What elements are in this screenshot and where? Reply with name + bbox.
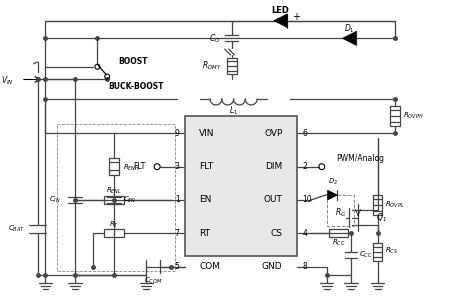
Text: VIN: VIN	[199, 129, 215, 138]
Text: 1: 1	[175, 195, 180, 204]
Text: COM: COM	[199, 262, 220, 271]
Text: OVP: OVP	[264, 129, 283, 138]
Text: $R_{ENL}$: $R_{ENL}$	[106, 186, 122, 196]
Bar	[184, 116, 297, 256]
Text: $R_{OVPH}$: $R_{OVPH}$	[403, 111, 424, 121]
Text: GND: GND	[262, 262, 283, 271]
Text: $C_{COM}$: $C_{COM}$	[144, 276, 163, 286]
Text: $L_1$: $L_1$	[229, 104, 238, 117]
Bar	[227, 58, 237, 74]
Text: DIM: DIM	[265, 162, 283, 171]
Text: EN: EN	[199, 195, 212, 204]
Polygon shape	[328, 190, 337, 200]
Text: LED: LED	[272, 6, 290, 15]
Text: $V_{IN}$: $V_{IN}$	[1, 74, 14, 87]
Text: 5: 5	[175, 262, 180, 271]
Text: $R_T$: $R_T$	[109, 219, 119, 230]
Text: BUCK-BOOST: BUCK-BOOST	[108, 82, 164, 91]
Text: 8: 8	[302, 262, 307, 271]
Text: $D_2$: $D_2$	[328, 177, 338, 188]
Text: OUT: OUT	[264, 195, 283, 204]
Text: $D_1$: $D_1$	[344, 22, 355, 35]
Text: 10: 10	[302, 195, 312, 204]
Bar	[57, 123, 175, 271]
Bar	[104, 229, 124, 237]
Text: PWM/Analog: PWM/Analog	[337, 154, 384, 163]
Polygon shape	[274, 14, 287, 28]
Text: $C_{CC}$: $C_{CC}$	[359, 250, 373, 260]
Text: FLT: FLT	[199, 162, 213, 171]
Text: $C_O$: $C_O$	[209, 32, 220, 45]
Text: +: +	[292, 12, 300, 22]
Text: $R_{CC}$: $R_{CC}$	[331, 238, 345, 248]
Text: 2: 2	[302, 162, 307, 171]
Text: $R_{DMY}$: $R_{DMY}$	[202, 60, 222, 72]
Text: $C_{BAT}$: $C_{BAT}$	[8, 224, 25, 234]
Bar	[109, 158, 119, 175]
Text: RT: RT	[199, 229, 210, 238]
Text: $Q_1$: $Q_1$	[375, 211, 386, 224]
Text: $R_{CS}$: $R_{CS}$	[385, 246, 399, 256]
Text: $R_{OVPL}$: $R_{OVPL}$	[385, 200, 405, 210]
Text: CS: CS	[271, 229, 283, 238]
Text: 6: 6	[302, 129, 307, 138]
Text: 3: 3	[175, 162, 180, 171]
Text: $R_G$: $R_G$	[335, 206, 346, 219]
Text: $C_{EN}$: $C_{EN}$	[123, 195, 137, 205]
Text: $C_{IN}$: $C_{IN}$	[49, 195, 61, 205]
Bar	[104, 196, 124, 204]
Polygon shape	[342, 32, 356, 45]
Text: BOOST: BOOST	[118, 57, 147, 66]
Bar	[328, 229, 348, 237]
Bar	[390, 107, 400, 126]
Text: 7: 7	[175, 229, 180, 238]
Text: 4: 4	[302, 229, 307, 238]
Bar	[373, 195, 383, 215]
Bar	[373, 243, 383, 261]
Text: $R_{ENH}$: $R_{ENH}$	[123, 163, 140, 173]
Bar	[327, 195, 354, 226]
Text: FLT: FLT	[133, 162, 146, 171]
Text: 9: 9	[175, 129, 180, 138]
